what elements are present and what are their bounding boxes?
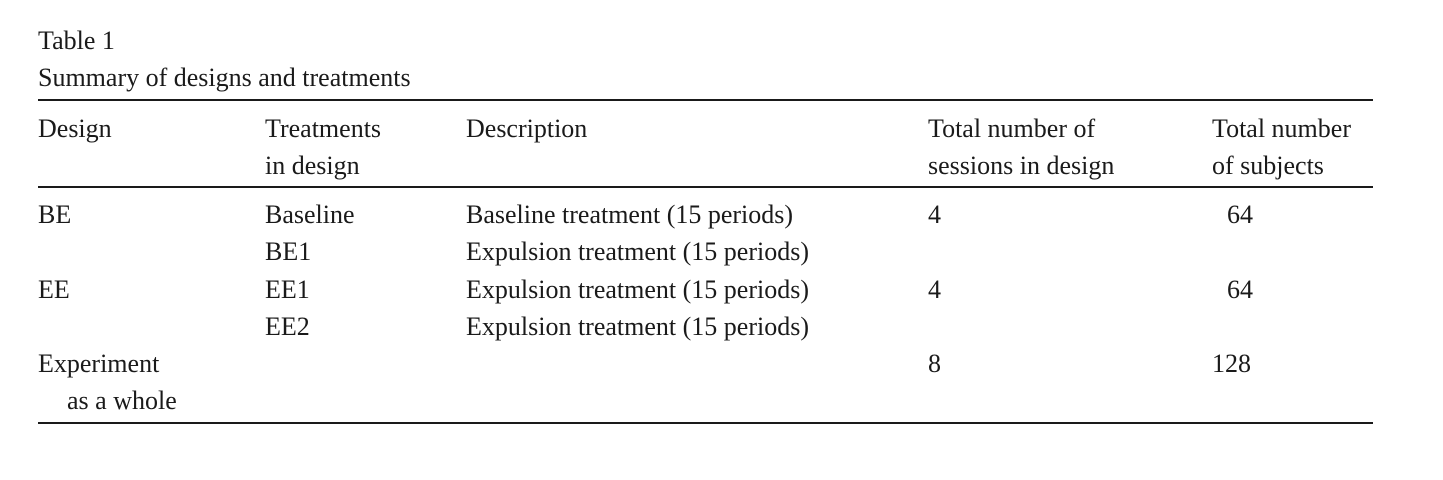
row-sessions: 8 bbox=[928, 349, 941, 378]
row-descriptions: Baseline treatment (15 periods) Expulsio… bbox=[466, 196, 809, 270]
row-subjects: 64 bbox=[1227, 200, 1253, 229]
row-design: BE bbox=[38, 200, 72, 229]
header-subjects: Total number of subjects bbox=[1212, 110, 1351, 184]
header-treatments: Treatments in design bbox=[265, 110, 381, 184]
table-bottom-rule bbox=[38, 422, 1373, 424]
row-description: Expulsion treatment (15 periods) bbox=[466, 312, 809, 341]
row-subjects: 128 bbox=[1212, 349, 1251, 378]
row-descriptions: Expulsion treatment (15 periods) Expulsi… bbox=[466, 271, 809, 345]
row-treatment: BE1 bbox=[265, 237, 312, 266]
table-top-rule bbox=[38, 99, 1373, 101]
header-subjects-line-1: Total number bbox=[1212, 114, 1351, 143]
header-treatments-line-2: in design bbox=[265, 151, 360, 180]
header-sessions-line-1: Total number of bbox=[928, 114, 1096, 143]
row-design-line-2: as a whole bbox=[67, 386, 177, 415]
row-description: Baseline treatment (15 periods) bbox=[466, 200, 794, 229]
row-treatment: Baseline bbox=[265, 200, 355, 229]
row-description: Expulsion treatment (15 periods) bbox=[466, 275, 809, 304]
row-treatments: Baseline BE1 bbox=[265, 196, 355, 270]
table-caption-number: Table 1 bbox=[38, 26, 115, 55]
row-treatment: EE1 bbox=[265, 275, 310, 304]
row-design: EE bbox=[38, 275, 70, 304]
row-treatments: EE1 EE2 bbox=[265, 271, 310, 345]
row-sessions: 4 bbox=[928, 275, 941, 304]
row-design-line-1: Experiment bbox=[38, 349, 160, 378]
table-caption-title: Summary of designs and treatments bbox=[38, 63, 411, 92]
row-treatment: EE2 bbox=[265, 312, 310, 341]
table-header-rule bbox=[38, 186, 1373, 188]
header-sessions-line-2: sessions in design bbox=[928, 151, 1115, 180]
header-subjects-line-2: of subjects bbox=[1212, 151, 1324, 180]
header-design: Design bbox=[38, 114, 112, 143]
header-sessions: Total number of sessions in design bbox=[928, 110, 1114, 184]
header-treatments-line-1: Treatments bbox=[265, 114, 382, 143]
row-subjects: 64 bbox=[1227, 275, 1253, 304]
row-sessions: 4 bbox=[928, 200, 941, 229]
row-description: Expulsion treatment (15 periods) bbox=[466, 237, 809, 266]
header-description: Description bbox=[466, 114, 588, 143]
row-design: Experiment as a whole bbox=[38, 345, 177, 419]
